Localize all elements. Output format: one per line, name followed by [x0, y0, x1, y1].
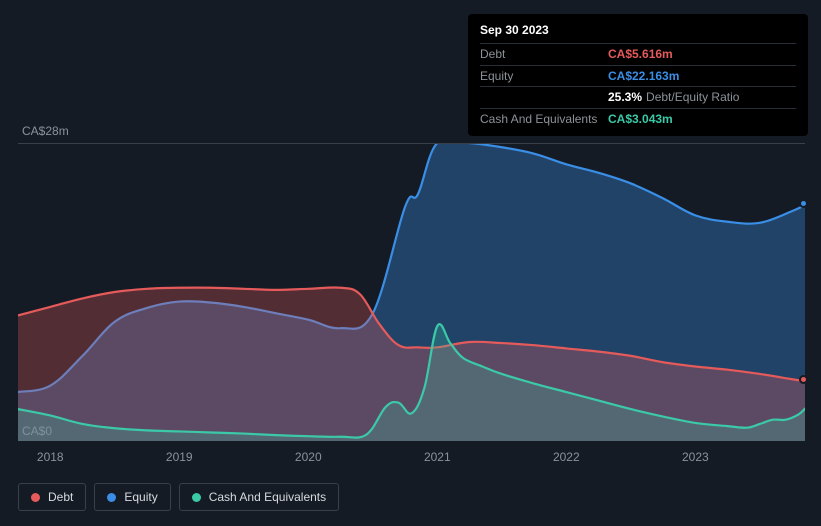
legend-dot-icon	[31, 493, 40, 502]
chart-svg	[18, 143, 805, 441]
tooltip-row-sublabel: Debt/Equity Ratio	[646, 89, 739, 106]
legend-item-debt[interactable]: Debt	[18, 483, 86, 511]
legend: Debt Equity Cash And Equivalents	[18, 483, 339, 511]
chart-plot-area	[18, 143, 805, 441]
legend-item-equity[interactable]: Equity	[94, 483, 170, 511]
tooltip-row-value: 25.3%	[608, 89, 642, 106]
x-axis-tick: 2020	[295, 450, 322, 464]
tooltip-row-label: Equity	[480, 68, 608, 85]
legend-dot-icon	[192, 493, 201, 502]
tooltip-row: Cash And EquivalentsCA$3.043m	[480, 108, 796, 130]
tooltip-row: 25.3%Debt/Equity Ratio	[480, 86, 796, 108]
x-axis-tick: 2022	[553, 450, 580, 464]
x-axis-tick: 2019	[166, 450, 193, 464]
legend-item-cash-and-equivalents[interactable]: Cash And Equivalents	[179, 483, 339, 511]
tooltip-row-value: CA$5.616m	[608, 46, 673, 63]
legend-label: Debt	[48, 490, 73, 504]
series-end-marker-equity	[799, 199, 808, 208]
legend-dot-icon	[107, 493, 116, 502]
y-axis-top-label: CA$28m	[22, 124, 69, 138]
legend-label: Cash And Equivalents	[209, 490, 326, 504]
x-axis-tick: 2023	[682, 450, 709, 464]
x-axis-tick: 2021	[424, 450, 451, 464]
tooltip-row-label	[480, 89, 608, 106]
chart-container: Sep 30 2023 DebtCA$5.616mEquityCA$22.163…	[0, 0, 821, 526]
x-axis-tick: 2018	[37, 450, 64, 464]
series-end-marker-debt	[799, 375, 808, 384]
tooltip-row-label: Debt	[480, 46, 608, 63]
tooltip-row-label: Cash And Equivalents	[480, 111, 608, 128]
tooltip-row-value: CA$22.163m	[608, 68, 679, 85]
x-axis: 2018 2019 2020 2021 2022 2023	[18, 450, 805, 470]
legend-label: Equity	[124, 490, 157, 504]
tooltip-row-value: CA$3.043m	[608, 111, 673, 128]
tooltip-date: Sep 30 2023	[480, 22, 796, 39]
tooltip-panel: Sep 30 2023 DebtCA$5.616mEquityCA$22.163…	[468, 14, 808, 136]
chart-top-baseline	[18, 143, 805, 144]
tooltip-row: EquityCA$22.163m	[480, 65, 796, 87]
tooltip-row: DebtCA$5.616m	[480, 43, 796, 65]
